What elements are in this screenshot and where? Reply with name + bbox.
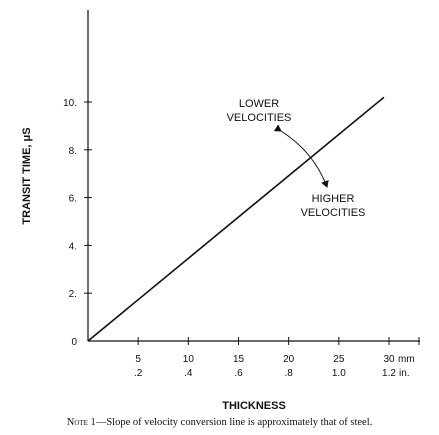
x-tick-label-mm: 25 [333,354,345,365]
x-axis-label: THICKNESS [222,400,286,412]
x-tick-label-mm: 5 [135,354,141,365]
x-unit-in: in. [399,368,410,379]
y-tick-label: 4. [69,241,77,252]
x-tick-label-in: .6 [234,368,243,379]
note-label: Note 1 [66,417,96,428]
x-tick-label-mm: 20 [283,354,295,365]
x-tick-label-in: 1.0 [332,368,346,379]
y-tick-label: 2. [69,289,77,300]
note-text: —Slope of velocity conversion line is ap… [95,417,373,428]
y-tick-label: 8. [69,146,77,157]
x-unit-mm: mm [398,354,415,365]
velocity-direction-arrow [273,124,329,188]
figure-note: Note 1—Slope of velocity conversion line… [0,417,439,428]
y-tick-label: 6. [69,194,77,205]
x-tick-label-in: .8 [284,368,293,379]
annotation-lower-line1: LOWER [239,98,279,110]
x-axis-ticks: 5 .2 10 .4 15 .6 20 .8 25 1.0 30 1.2 [134,337,420,379]
velocity-conversion-line [87,96,385,342]
x-tick-label-in: 1.2 [382,368,396,379]
y-tick-label: 10. [63,98,77,109]
y-axis-ticks: 0 2. 4. 6. 8. 10. [63,98,92,348]
annotation-higher-line1: HIGHER [312,193,355,205]
x-tick-label-mm: 10 [183,354,195,365]
x-tick-label-in: .2 [134,368,143,379]
x-tick-label-in: .4 [184,368,193,379]
x-tick-label-mm: 15 [233,354,245,365]
y-tick-label: 0 [71,337,77,348]
y-axis-label: TRANSIT TIME, μS [21,127,33,224]
x-tick-label-mm: 30 [383,354,395,365]
annotation-higher-line2: VELOCITIES [301,207,366,219]
annotation-lower-line2: VELOCITIES [227,112,292,124]
